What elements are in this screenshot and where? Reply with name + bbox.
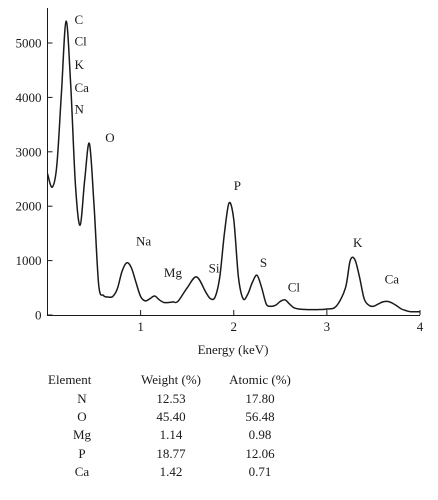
eds-spectrum-chart: 0 1000 2000 3000 4000 5000 1 2 3 4 C Cl K Ca N O Na Mg S… <box>16 8 424 357</box>
atomic-cell: 12.06 <box>245 445 275 461</box>
element-cell: Ca <box>74 464 90 480</box>
peak-label-o: O <box>105 130 114 145</box>
weight-cell: 1.14 <box>159 427 183 443</box>
peak-label-ca: Ca <box>385 271 400 286</box>
y-tick-label: 4000 <box>16 90 42 105</box>
peak-label-s: S <box>260 255 267 270</box>
atomic-cell: 0.71 <box>248 464 272 480</box>
y-ticks: 0 1000 2000 3000 4000 5000 <box>16 36 53 323</box>
y-tick-label: 0 <box>35 308 42 323</box>
table-header-row: Element Weight (%) Atomic (%) <box>40 371 302 389</box>
peak-labels: C Cl K Ca N O Na Mg Si P S Cl K Ca <box>75 12 400 295</box>
x-ticks: 1 2 3 4 <box>137 310 424 334</box>
table-row: Mg 1.14 0.98 <box>40 426 302 444</box>
y-tick-label: 2000 <box>16 199 42 214</box>
composition-table: Element Weight (%) Atomic (%) N 12.53 17… <box>40 371 302 481</box>
y-tick-label: 5000 <box>16 36 42 51</box>
x-axis-title: Energy (keV) <box>198 342 269 357</box>
spectrum-line <box>46 20 421 313</box>
x-tick-label: 4 <box>417 319 424 334</box>
peak-label-k: K <box>353 235 363 250</box>
column-header: Weight (%) <box>141 372 201 388</box>
table-row: Ca 1.42 0.71 <box>40 463 302 481</box>
y-tick-label: 3000 <box>16 144 42 159</box>
element-cell: Mg <box>72 427 92 443</box>
atomic-cell: 0.98 <box>248 427 272 443</box>
peak-label-mg: Mg <box>164 265 183 280</box>
peak-label-c: C <box>75 12 84 27</box>
table-row: P 18.77 12.06 <box>40 445 302 463</box>
peak-label-na: Na <box>136 233 151 248</box>
peak-label-si: Si <box>209 261 220 276</box>
table-row: O 45.40 56.48 <box>40 408 302 426</box>
table-row: N 12.53 17.80 <box>40 389 302 407</box>
atomic-cell: 17.80 <box>245 390 275 406</box>
weight-cell: 12.53 <box>156 390 186 406</box>
peak-label-p: P <box>234 178 241 193</box>
x-tick-label: 2 <box>231 319 238 334</box>
element-cell: N <box>77 390 87 406</box>
weight-cell: 45.40 <box>156 408 186 424</box>
weight-cell: 1.42 <box>159 464 183 480</box>
element-cell: O <box>77 408 87 424</box>
peak-label-k: K <box>75 57 85 72</box>
element-cell: P <box>78 445 86 461</box>
x-tick-label: 3 <box>324 319 331 334</box>
atomic-cell: 56.48 <box>245 408 275 424</box>
peak-label-cl: Cl <box>288 280 301 295</box>
column-header: Element <box>48 372 92 388</box>
y-tick-label: 1000 <box>16 253 42 268</box>
peak-label-cl: Cl <box>75 34 88 49</box>
x-tick-label: 1 <box>137 319 144 334</box>
peak-label-n: N <box>75 102 85 117</box>
column-header: Atomic (%) <box>229 372 291 388</box>
weight-cell: 18.77 <box>156 445 186 461</box>
peak-label-ca: Ca <box>75 80 90 95</box>
